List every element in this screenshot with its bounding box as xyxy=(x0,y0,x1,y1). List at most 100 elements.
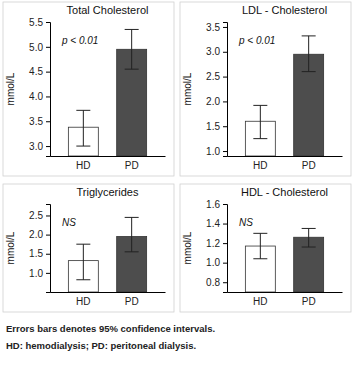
error-cap xyxy=(76,146,90,147)
tick-label: 4.5 xyxy=(29,66,43,77)
tick-mark xyxy=(223,263,227,264)
tick: 2.5 xyxy=(206,71,227,82)
y-axis-title: mmol/L xyxy=(182,72,193,105)
tick-label: 5.5 xyxy=(29,17,43,28)
panel: 1.01.52.02.53.03.5HDPDLDL - Cholesterolm… xyxy=(182,4,343,171)
tick-mark xyxy=(223,52,227,53)
chart-title: Total Cholesterol xyxy=(67,4,149,16)
error-cap xyxy=(76,279,90,280)
panel: 3.03.54.04.55.05.5HDPDTotal Cholesterolm… xyxy=(5,4,166,171)
error-stem xyxy=(131,217,132,251)
panel-frame xyxy=(3,2,174,176)
tick-label: 2.0 xyxy=(206,96,220,107)
panel-frame xyxy=(3,184,174,312)
y-axis-title: mmol/L xyxy=(5,231,16,264)
error-bar xyxy=(302,228,316,247)
tick-mark xyxy=(223,101,227,102)
tick: HD xyxy=(76,156,90,171)
tick-mark xyxy=(46,72,50,73)
axis-line xyxy=(46,23,51,157)
error-cap xyxy=(125,251,139,252)
tick-label: 1.5 xyxy=(206,121,220,132)
tick-mark xyxy=(46,215,50,216)
y-axis: 0.81.01.21.41.6 xyxy=(206,199,227,293)
x-axis: HD PD xyxy=(51,156,166,171)
tick: PD xyxy=(125,292,139,307)
y-axis-title: mmol/L xyxy=(182,231,193,264)
tick: 0.8 xyxy=(206,277,227,288)
tick-mark xyxy=(46,47,50,48)
tick-mark xyxy=(46,254,50,255)
error-bar xyxy=(253,233,267,258)
error-bar xyxy=(125,29,139,69)
plot-area xyxy=(68,217,146,292)
tick: PD xyxy=(302,292,316,307)
error-cap xyxy=(253,233,267,234)
tick-label: 1.0 xyxy=(29,268,43,279)
tick: 1.4 xyxy=(206,218,227,229)
tick-label: PD xyxy=(125,160,139,171)
error-stem xyxy=(308,228,309,247)
tick: 1.5 xyxy=(206,121,227,132)
tick: 1.5 xyxy=(29,248,50,259)
error-stem xyxy=(83,244,84,280)
error-bar xyxy=(76,244,90,280)
tick: 1.0 xyxy=(206,146,227,157)
axis-line xyxy=(51,292,166,293)
annotation: p < 0.01 xyxy=(61,35,98,46)
tick: 1.2 xyxy=(206,238,227,249)
y-axis: 1.0 1.5 2.0 2.5 xyxy=(29,205,50,293)
axis-line xyxy=(228,292,343,293)
tick-label: HD xyxy=(76,296,90,307)
axis-line xyxy=(223,23,228,157)
tick-mark xyxy=(46,235,50,236)
x-axis: HD PD xyxy=(51,292,166,307)
tick: HD xyxy=(253,156,267,171)
footnote: Errors bars denotes 95% confidence inter… xyxy=(6,323,215,334)
annotation: p < 0.01 xyxy=(238,35,275,46)
error-cap xyxy=(302,71,316,72)
tick: 3.5 xyxy=(29,116,50,127)
tick-mark xyxy=(223,27,227,28)
tick: 4.0 xyxy=(29,91,50,102)
tick-label: PD xyxy=(302,160,316,171)
tick-mark xyxy=(223,151,227,152)
chart-title: HDL - Cholesterol xyxy=(241,186,328,198)
tick-mark xyxy=(223,224,227,225)
tick-label: 3.0 xyxy=(206,46,220,57)
axis-line xyxy=(223,205,228,293)
tick-label: 2.0 xyxy=(29,229,43,240)
tick: 2.0 xyxy=(206,96,227,107)
tick: HD xyxy=(253,292,267,307)
tick-label: 1.6 xyxy=(206,199,220,210)
tick-mark xyxy=(46,273,50,274)
tick-label: 1.5 xyxy=(29,248,43,259)
tick: 5.5 xyxy=(29,17,50,28)
tick: 2.0 xyxy=(29,229,50,240)
tick: 4.5 xyxy=(29,66,50,77)
annotation: NS xyxy=(62,217,76,228)
tick-mark xyxy=(46,146,50,147)
panel-frame xyxy=(180,2,351,176)
error-bar xyxy=(76,110,90,146)
tick-label: 2.5 xyxy=(29,210,43,221)
y-axis: 3.03.54.04.55.05.5 xyxy=(29,17,50,157)
tick-label: 1.2 xyxy=(206,238,220,249)
plot-area xyxy=(245,36,323,156)
annotation: NS xyxy=(239,217,253,228)
y-axis: 1.01.52.02.53.03.5 xyxy=(206,22,227,157)
error-stem xyxy=(260,105,261,138)
y-axis-title: mmol/L xyxy=(5,72,16,105)
tick-mark xyxy=(223,243,227,244)
tick-mark xyxy=(223,204,227,205)
tick-label: 2.5 xyxy=(206,71,220,82)
tick: PD xyxy=(125,156,139,171)
axis-line xyxy=(51,156,166,157)
error-cap xyxy=(253,138,267,139)
error-bar xyxy=(125,217,139,251)
tick-mark xyxy=(46,22,50,23)
tick-label: 0.8 xyxy=(206,277,220,288)
error-cap xyxy=(76,244,90,245)
panel-frame xyxy=(180,184,351,312)
tick: 1.0 xyxy=(29,268,50,279)
